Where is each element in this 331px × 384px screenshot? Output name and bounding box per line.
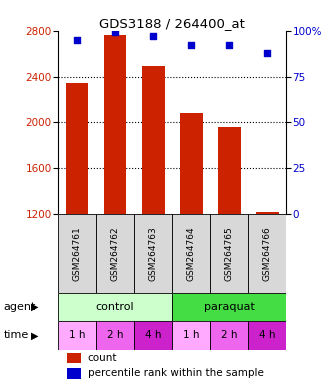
Text: 1 h: 1 h (69, 330, 85, 340)
Text: GSM264762: GSM264762 (111, 226, 119, 281)
Bar (67, 368, 81, 379)
Title: GDS3188 / 264400_at: GDS3188 / 264400_at (99, 17, 245, 30)
FancyBboxPatch shape (172, 293, 286, 321)
Text: GSM264766: GSM264766 (263, 226, 272, 281)
Text: 2 h: 2 h (221, 330, 237, 340)
Text: GSM264764: GSM264764 (187, 226, 196, 281)
FancyBboxPatch shape (58, 293, 172, 321)
FancyBboxPatch shape (58, 321, 96, 349)
FancyBboxPatch shape (172, 214, 210, 293)
Point (74, 37, 79, 43)
Text: control: control (96, 302, 134, 312)
Point (264, 50, 270, 56)
Point (226, 42, 232, 48)
Text: ▶: ▶ (31, 302, 38, 312)
Text: 4 h: 4 h (259, 330, 275, 340)
Bar (104, 35, 126, 214)
Text: ▶: ▶ (31, 330, 38, 340)
Text: time: time (3, 330, 28, 340)
FancyBboxPatch shape (248, 214, 286, 293)
Text: 2 h: 2 h (107, 330, 123, 340)
Bar (142, 66, 165, 214)
Text: agent: agent (3, 302, 36, 312)
Point (188, 42, 194, 48)
Bar (180, 113, 203, 214)
Text: GSM264765: GSM264765 (225, 226, 234, 281)
Text: 1 h: 1 h (183, 330, 199, 340)
FancyBboxPatch shape (58, 214, 96, 293)
Text: GSM264763: GSM264763 (149, 226, 158, 281)
FancyBboxPatch shape (210, 321, 248, 349)
Text: GSM264761: GSM264761 (72, 226, 81, 281)
Point (112, 28, 118, 35)
FancyBboxPatch shape (210, 214, 248, 293)
FancyBboxPatch shape (248, 321, 286, 349)
Bar (256, 212, 279, 214)
FancyBboxPatch shape (134, 214, 172, 293)
Bar (218, 127, 241, 214)
FancyBboxPatch shape (96, 214, 134, 293)
FancyBboxPatch shape (172, 321, 210, 349)
FancyBboxPatch shape (134, 321, 172, 349)
Text: count: count (88, 353, 117, 363)
Text: percentile rank within the sample: percentile rank within the sample (88, 368, 263, 379)
Bar (66, 83, 88, 214)
Text: 4 h: 4 h (145, 330, 161, 340)
Text: paraquat: paraquat (204, 302, 255, 312)
FancyBboxPatch shape (96, 321, 134, 349)
Bar (67, 353, 81, 363)
Point (150, 33, 156, 39)
